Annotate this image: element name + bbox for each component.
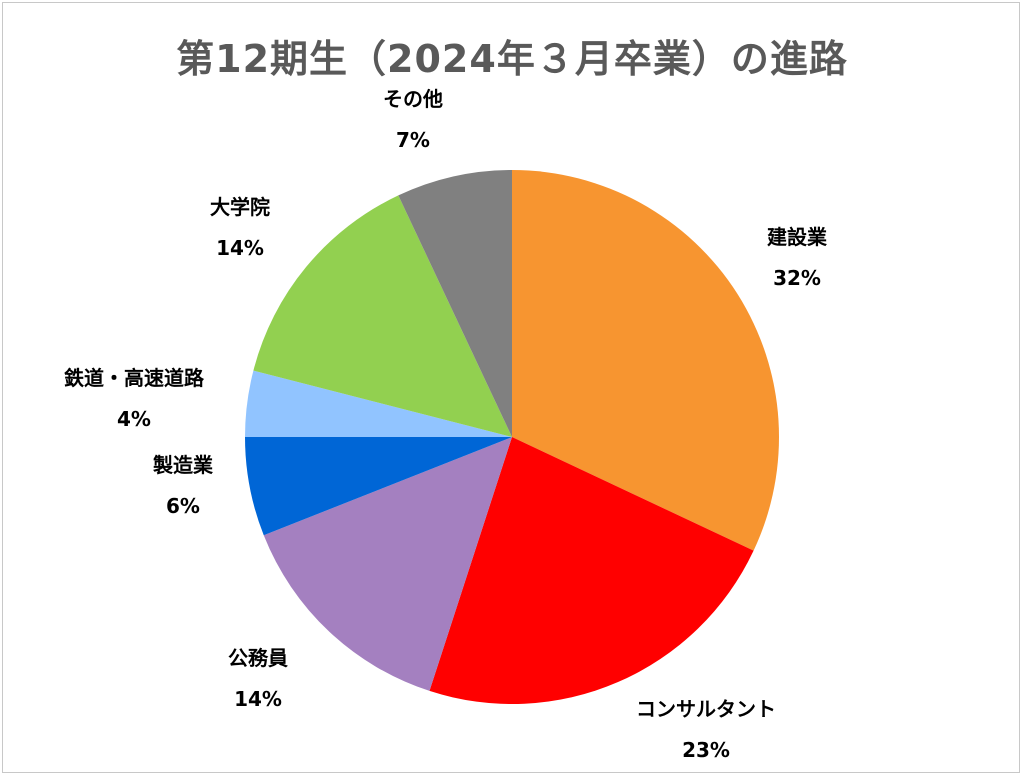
slice-percent-label: 14% — [216, 236, 264, 260]
slice-category-label: 鉄道・高速道路 — [64, 366, 205, 390]
slice-category-label: その他 — [383, 87, 443, 111]
pie-slice-3 — [263, 437, 512, 691]
slice-percent-label: 32% — [773, 266, 821, 290]
slice-percent-label: 6% — [166, 494, 200, 518]
chart-title: 第12期生（2024年３月卒業）の進路 — [176, 37, 848, 81]
slice-percent-label: 7% — [396, 128, 430, 152]
pie-slice-4 — [245, 437, 512, 536]
pie-slices — [245, 170, 779, 704]
slice-percent-label: 23% — [682, 738, 730, 762]
pie-slice-2 — [429, 437, 754, 704]
pie-labels: 建設業 32% コンサルタント 23% 公務員 14% 製造業 6% 鉄道・高速道路 4% 大学院 1… — [64, 87, 828, 762]
slice-category-label: 大学院 — [210, 195, 270, 219]
pie-slice-1 — [512, 170, 779, 551]
slice-category-label: 建設業 — [767, 225, 828, 249]
slice-category-label: 公務員 — [228, 646, 288, 670]
slice-percent-label: 4% — [117, 407, 151, 431]
slice-category-label: コンサルタント — [636, 697, 776, 721]
pie-slice-5 — [245, 370, 512, 437]
slice-percent-label: 14% — [234, 687, 282, 711]
pie-slice-6 — [253, 195, 512, 437]
pie-slice-7 — [398, 170, 512, 437]
slice-category-label: 製造業 — [153, 453, 214, 477]
